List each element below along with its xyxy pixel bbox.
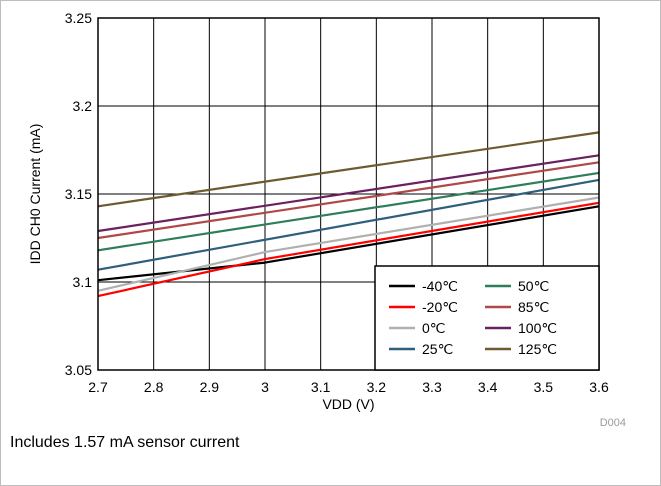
x-tick-label: 3.1 <box>311 379 331 395</box>
y-tick-label: 3.1 <box>73 274 93 290</box>
legend-item: 0℃ <box>389 320 446 336</box>
legend-label: -20℃ <box>422 299 458 315</box>
y-tick-label: 3.05 <box>65 362 92 378</box>
legend-label: 0℃ <box>422 320 446 336</box>
y-tick-label: 3.15 <box>65 186 92 202</box>
legend-label: 125℃ <box>518 341 557 357</box>
legend-item: 85℃ <box>485 299 549 315</box>
legend-item: 100℃ <box>485 320 557 336</box>
legend-item: -20℃ <box>389 299 458 315</box>
y-tick-label: 3.2 <box>73 98 93 114</box>
legend-label: 25℃ <box>422 341 453 357</box>
legend-label: 100℃ <box>518 320 557 336</box>
series-line <box>97 131 600 208</box>
x-tick-label: 3.6 <box>589 379 609 395</box>
series-lines <box>97 131 600 298</box>
series-line <box>97 161 600 240</box>
legend-item: -40℃ <box>389 278 458 294</box>
x-tick-label: 3.4 <box>478 379 498 395</box>
line-chart: 2.7 2.8 2.9 3 3.1 3.2 3.3 3.4 3.5 3.6 3.05 3.1 3.15… <box>27 10 626 429</box>
series-line <box>97 205 600 282</box>
legend-label: -40℃ <box>422 278 458 294</box>
x-tick-label: 2.9 <box>200 379 220 395</box>
x-tick-label: 2.7 <box>88 379 108 395</box>
series-line <box>97 201 600 298</box>
series-line <box>97 196 600 292</box>
x-tick-label: 3 <box>261 379 269 395</box>
legend-label: 50℃ <box>518 278 549 294</box>
x-tick-label: 3.2 <box>367 379 387 395</box>
x-tick-labels: 2.7 2.8 2.9 3 3.1 3.2 3.3 3.4 3.5 3.6 <box>88 379 609 395</box>
legend: -40℃ -20℃ 0℃ 25℃ 50℃ 85℃ 100℃ 125℃ <box>374 265 600 371</box>
x-tick-label: 2.8 <box>144 379 164 395</box>
legend-item: 125℃ <box>485 341 557 357</box>
y-axis-label: IDD CH0 Current (mA) <box>27 124 43 265</box>
legend-item: 25℃ <box>389 341 453 357</box>
y-tick-label: 3.25 <box>65 10 92 26</box>
legend-item: 50℃ <box>485 278 549 294</box>
x-axis-label: VDD (V) <box>322 396 374 412</box>
series-line <box>97 171 600 252</box>
series-line <box>97 154 600 233</box>
y-tick-labels: 3.05 3.1 3.15 3.2 3.25 <box>65 10 92 378</box>
plot-border <box>97 17 600 371</box>
figure-id: D004 <box>600 417 626 429</box>
legend-label: 85℃ <box>518 299 549 315</box>
series-line <box>97 178 600 271</box>
x-tick-label: 3.3 <box>422 379 442 395</box>
legend-box <box>374 265 600 371</box>
x-tick-label: 3.5 <box>534 379 554 395</box>
footnote: Includes 1.57 mA sensor current <box>10 434 240 451</box>
